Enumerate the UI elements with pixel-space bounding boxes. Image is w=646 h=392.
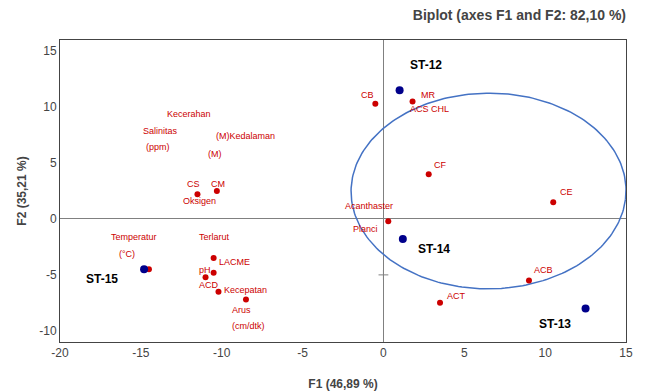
- svg-text:Kecepatan: Kecepatan: [224, 285, 267, 295]
- svg-text:ST-13: ST-13: [539, 317, 571, 331]
- svg-text:Kecerahan: Kecerahan: [167, 109, 211, 119]
- svg-text:15: 15: [619, 346, 633, 360]
- svg-text:(M)Kedalaman: (M)Kedalaman: [216, 131, 275, 141]
- svg-text:0: 0: [50, 212, 57, 226]
- svg-text:(ppm): (ppm): [146, 142, 170, 152]
- svg-text:-15: -15: [132, 346, 150, 360]
- svg-text:-5: -5: [297, 346, 308, 360]
- svg-text:ACD: ACD: [199, 280, 219, 290]
- svg-text:F1 (46,89 %): F1 (46,89 %): [308, 377, 377, 391]
- svg-text:-10: -10: [39, 324, 57, 338]
- svg-text:F2 (35,21 %): F2 (35,21 %): [15, 156, 29, 225]
- svg-text:5: 5: [50, 156, 57, 170]
- svg-text:ACT: ACT: [447, 291, 466, 301]
- svg-text:10: 10: [43, 100, 57, 114]
- svg-text:Oksigen: Oksigen: [183, 196, 216, 206]
- svg-text:CF: CF: [434, 160, 446, 170]
- svg-text:10: 10: [538, 346, 552, 360]
- svg-text:ST-12: ST-12: [410, 58, 442, 72]
- svg-text:Biplot (axes F1 and F2: 82,10: Biplot (axes F1 and F2: 82,10 %): [413, 7, 626, 23]
- svg-text:(cm/dtk): (cm/dtk): [232, 321, 265, 331]
- svg-text:15: 15: [43, 44, 57, 58]
- svg-text:-20: -20: [51, 346, 69, 360]
- svg-text:ST-15: ST-15: [86, 272, 118, 286]
- svg-text:CB: CB: [361, 90, 374, 100]
- svg-text:Acanthaster: Acanthaster: [345, 201, 393, 211]
- svg-text:(M): (M): [208, 149, 222, 159]
- svg-text:Arus: Arus: [232, 305, 251, 315]
- svg-text:Terlarut: Terlarut: [199, 232, 230, 242]
- svg-text:Salinitas: Salinitas: [143, 126, 178, 136]
- svg-text:0: 0: [380, 346, 387, 360]
- svg-text:ACS CHL: ACS CHL: [410, 104, 449, 114]
- svg-text:-10: -10: [213, 346, 231, 360]
- svg-text:CM: CM: [211, 179, 225, 189]
- svg-text:ST-14: ST-14: [418, 242, 450, 256]
- svg-text:5: 5: [461, 346, 468, 360]
- svg-text:MR: MR: [421, 90, 435, 100]
- svg-text:Planci: Planci: [353, 224, 378, 234]
- svg-text:pH: pH: [199, 265, 211, 275]
- svg-text:ACB: ACB: [534, 265, 553, 275]
- svg-text:(°C): (°C): [119, 249, 135, 259]
- svg-text:Temperatur: Temperatur: [111, 232, 157, 242]
- svg-text:CS: CS: [187, 179, 200, 189]
- svg-text:-5: -5: [46, 268, 57, 282]
- svg-text:CE: CE: [560, 187, 573, 197]
- svg-text:LACME: LACME: [219, 257, 250, 267]
